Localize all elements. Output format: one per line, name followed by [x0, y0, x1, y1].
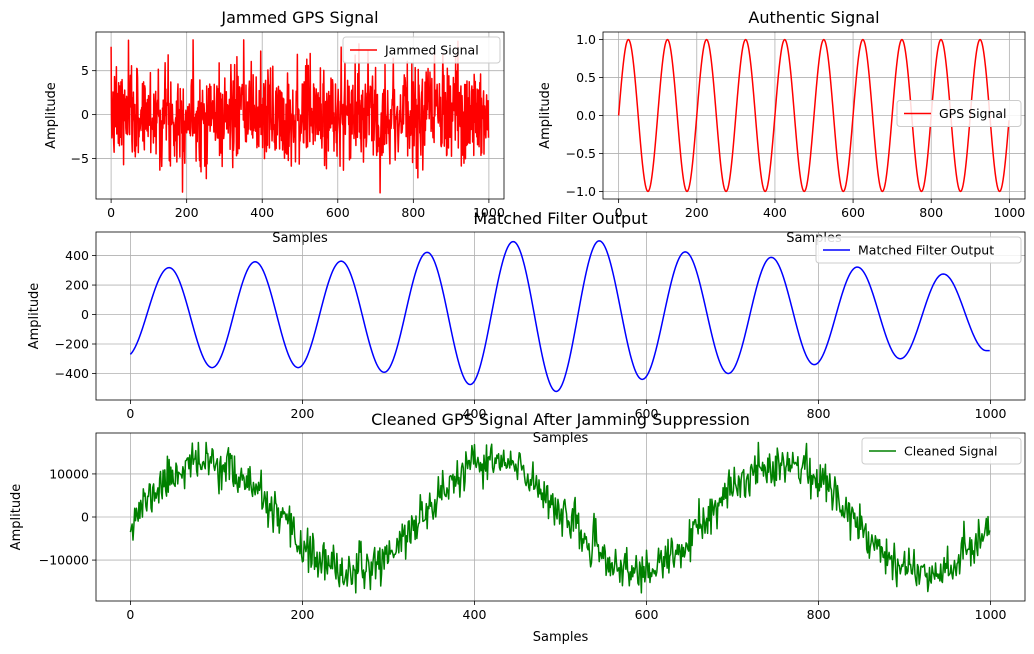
- x-tick-label: 800: [807, 607, 831, 622]
- y-tick-label: 1.0: [576, 32, 596, 47]
- cleaned-ylabel: Amplitude: [9, 484, 24, 551]
- y-tick-label: 5: [81, 63, 89, 78]
- jammed-title: Jammed GPS Signal: [220, 8, 378, 27]
- legend-label: Cleaned Signal: [904, 444, 997, 459]
- jammed-ylabel: Amplitude: [44, 82, 59, 149]
- cleaned-subplot: 0 200 400 600 800 1000 −10000 0 10000 Samples Ampl…: [9, 432, 1026, 645]
- x-tick-label: 200: [175, 205, 199, 220]
- matched-subplot: 0 200 400 600 800 1000 −400 −200 0 200 400 Samples A…: [27, 231, 1026, 446]
- legend-label: GPS Signal: [939, 106, 1007, 121]
- x-tick-label: 200: [685, 205, 709, 220]
- cleaned-title: Cleaned GPS Signal After Jamming Suppres…: [371, 410, 750, 429]
- cleaned-legend: Cleaned Signal: [861, 437, 1022, 465]
- x-tick-label: 400: [463, 607, 487, 622]
- x-tick-label: 200: [291, 406, 315, 421]
- authentic-subplot: 0 200 400 600 800 1000−1.0−0.50.00.51.0Sample…: [538, 31, 1026, 246]
- x-tick-label: 600: [635, 406, 659, 421]
- x-tick-label: 800: [401, 205, 425, 220]
- x-tick-label: 400: [463, 406, 487, 421]
- matched-ylabel: Amplitude: [27, 283, 42, 350]
- y-tick-label: 0: [81, 510, 89, 525]
- legend-frame: [342, 36, 501, 64]
- y-tick-label: 10000: [49, 466, 89, 481]
- x-tick-label: 0: [126, 607, 134, 622]
- x-tick-label: 1000: [975, 607, 1007, 622]
- x-tick-label: 0: [107, 205, 115, 220]
- legend-label: Matched Filter Output: [858, 243, 994, 258]
- legend-label: Jammed Signal: [384, 43, 479, 58]
- x-tick-label: 0: [615, 205, 623, 220]
- x-tick-label: 400: [763, 205, 787, 220]
- authentic-ylabel: Amplitude: [538, 82, 553, 149]
- y-tick-label: −0.5: [566, 146, 596, 161]
- x-tick-label: 1000: [975, 406, 1007, 421]
- x-tick-label: 400: [250, 205, 274, 220]
- jammed-series-line: [110, 39, 490, 194]
- x-tick-label: 600: [841, 205, 865, 220]
- y-tick-label: 400: [65, 248, 89, 263]
- matched-title: Matched Filter Output: [473, 209, 647, 228]
- x-tick-label: 600: [326, 205, 350, 220]
- y-tick-label: 0.0: [576, 108, 596, 123]
- y-tick-label: 200: [65, 278, 89, 293]
- x-tick-label: 200: [291, 607, 315, 622]
- authentic-legend: GPS Signal: [896, 100, 1022, 127]
- x-tick-label: 800: [807, 406, 831, 421]
- authentic-series-line: [617, 38, 1010, 193]
- cleaned-xlabel: Samples: [533, 630, 589, 645]
- y-tick-label: −1.0: [566, 184, 596, 199]
- y-tick-label: −10000: [39, 553, 89, 568]
- y-tick-label: 0.5: [576, 70, 596, 85]
- jammed-axes-frame: [95, 31, 505, 200]
- y-tick-label: 0: [81, 107, 89, 122]
- x-tick-label: 600: [635, 607, 659, 622]
- legend-frame: [896, 100, 1022, 127]
- x-tick-label: 1000: [993, 205, 1025, 220]
- matched-axes-frame: [95, 231, 1026, 401]
- matched-xlabel: Samples: [533, 431, 589, 446]
- legend-frame: [815, 236, 1022, 264]
- legend-frame: [861, 437, 1022, 465]
- y-tick-label: −200: [55, 337, 89, 352]
- matched-legend: Matched Filter Output: [815, 236, 1022, 264]
- authentic-title: Authentic Signal: [748, 8, 879, 27]
- jammed-legend: Jammed Signal: [342, 36, 501, 64]
- matched-series-line: [129, 240, 990, 393]
- jammed-xlabel: Samples: [272, 231, 328, 246]
- x-tick-label: 1000: [473, 205, 505, 220]
- x-tick-label: 0: [126, 406, 134, 421]
- x-tick-label: 800: [919, 205, 943, 220]
- y-tick-label: −400: [55, 366, 89, 381]
- y-tick-label: −5: [71, 151, 89, 166]
- jammed-subplot: 0 200 400 600 800 1000 −5 0 5 Samples Amplitude Jam…: [44, 31, 505, 246]
- y-tick-label: 0: [81, 307, 89, 322]
- cleaned-series-line: [129, 441, 991, 594]
